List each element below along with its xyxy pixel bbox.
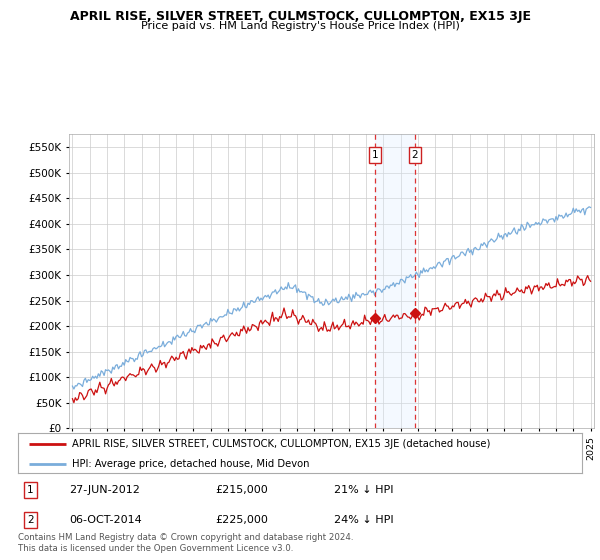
Bar [374,134,415,428]
Text: 24% ↓ HPI: 24% ↓ HPI [334,515,394,525]
Text: 21% ↓ HPI: 21% ↓ HPI [334,485,394,495]
Text: 1: 1 [27,485,34,495]
Text: APRIL RISE, SILVER STREET, CULMSTOCK, CULLOMPTON, EX15 3JE: APRIL RISE, SILVER STREET, CULMSTOCK, CU… [70,10,530,23]
Text: APRIL RISE, SILVER STREET, CULMSTOCK, CULLOMPTON, EX15 3JE (detached house): APRIL RISE, SILVER STREET, CULMSTOCK, CU… [71,439,490,449]
Text: 06-OCT-2014: 06-OCT-2014 [69,515,142,525]
Text: £225,000: £225,000 [215,515,268,525]
Text: HPI: Average price, detached house, Mid Devon: HPI: Average price, detached house, Mid … [71,459,309,469]
Text: 2: 2 [412,150,418,160]
Text: 2: 2 [27,515,34,525]
Text: 1: 1 [371,150,378,160]
Text: Contains HM Land Registry data © Crown copyright and database right 2024.
This d: Contains HM Land Registry data © Crown c… [18,533,353,553]
Text: Price paid vs. HM Land Registry's House Price Index (HPI): Price paid vs. HM Land Registry's House … [140,21,460,31]
Text: 27-JUN-2012: 27-JUN-2012 [69,485,140,495]
Text: £215,000: £215,000 [215,485,268,495]
